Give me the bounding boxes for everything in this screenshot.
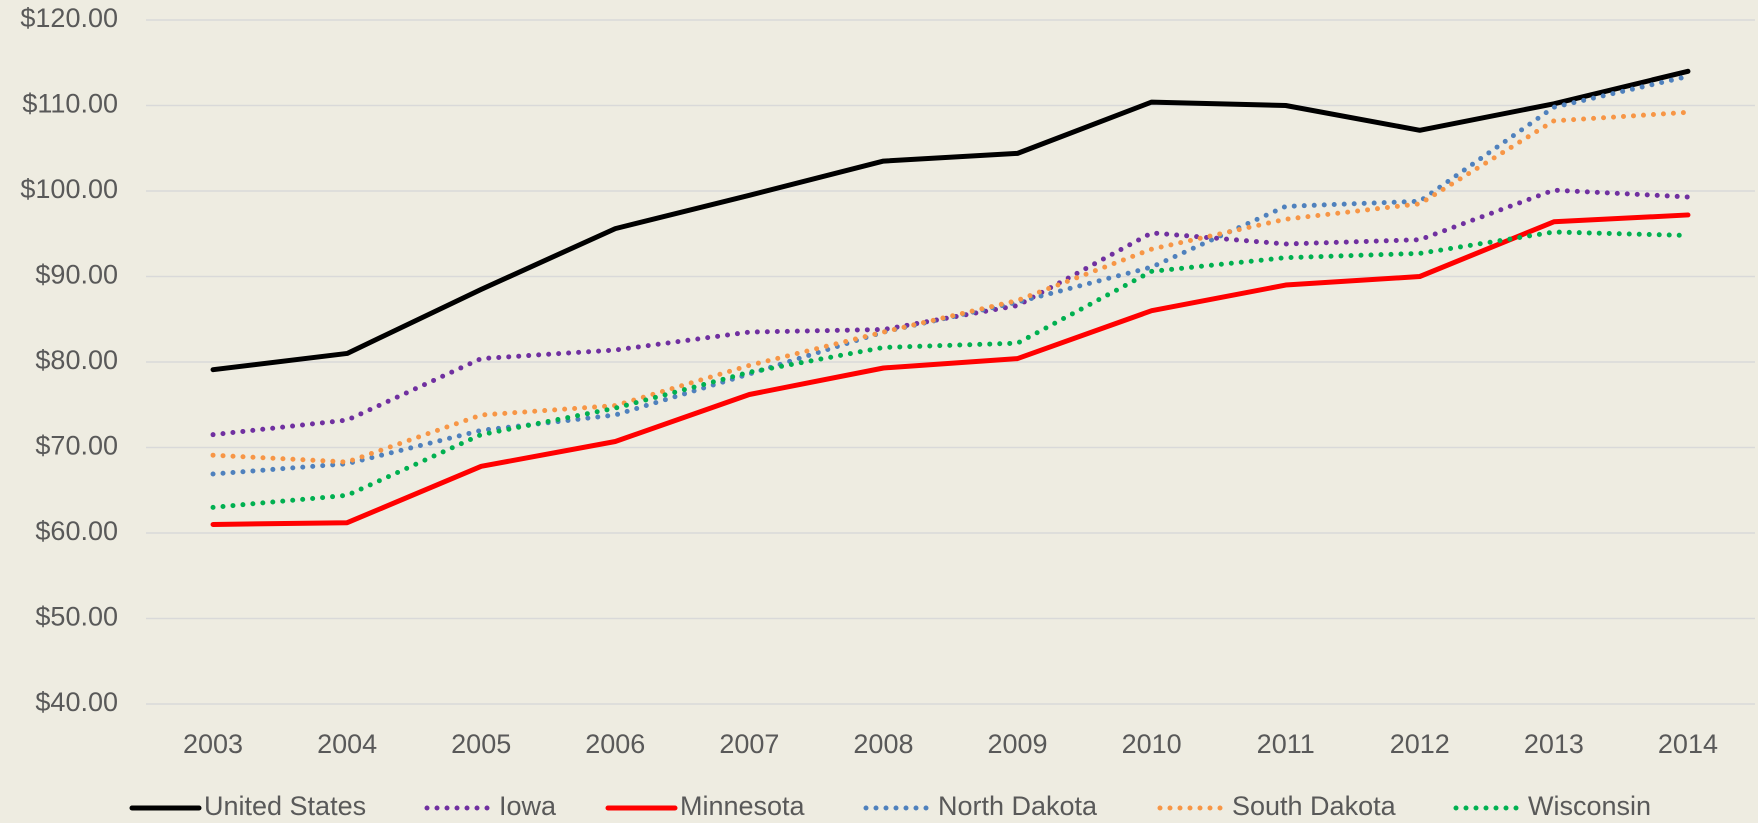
y-tick-label: $50.00 — [35, 602, 118, 632]
x-tick-label: 2014 — [1658, 729, 1718, 759]
y-tick-label: $100.00 — [20, 174, 118, 204]
x-tick-label: 2005 — [451, 729, 511, 759]
legend-label: Iowa — [499, 791, 557, 821]
legend-label: United States — [204, 791, 366, 821]
x-tick-label: 2006 — [585, 729, 645, 759]
y-tick-label: $40.00 — [35, 687, 118, 717]
x-tick-label: 2003 — [183, 729, 243, 759]
legend-label: North Dakota — [938, 791, 1098, 821]
x-tick-label: 2011 — [1257, 729, 1315, 759]
y-tick-label: $80.00 — [35, 345, 118, 375]
y-tick-label: $60.00 — [35, 516, 118, 546]
legend-label: Minnesota — [680, 791, 806, 821]
legend-label: Wisconsin — [1528, 791, 1651, 821]
y-tick-label: $120.00 — [20, 3, 118, 33]
y-tick-label: $90.00 — [35, 260, 118, 290]
x-tick-label: 2008 — [853, 729, 913, 759]
x-tick-label: 2010 — [1122, 729, 1182, 759]
x-tick-label: 2009 — [988, 729, 1048, 759]
series-line — [210, 187, 1691, 438]
x-tick-label: 2013 — [1524, 729, 1584, 759]
y-tick-label: $110.00 — [22, 89, 118, 119]
x-tick-label: 2012 — [1390, 729, 1450, 759]
series-line — [210, 229, 1691, 510]
series-line — [210, 73, 1691, 477]
legend-label: South Dakota — [1232, 791, 1397, 821]
series-line — [210, 68, 1691, 373]
y-tick-label: $70.00 — [35, 431, 118, 461]
series-line — [210, 212, 1691, 527]
series-line — [210, 109, 1691, 465]
x-tick-label: 2007 — [719, 729, 779, 759]
x-tick-label: 2004 — [317, 729, 377, 759]
